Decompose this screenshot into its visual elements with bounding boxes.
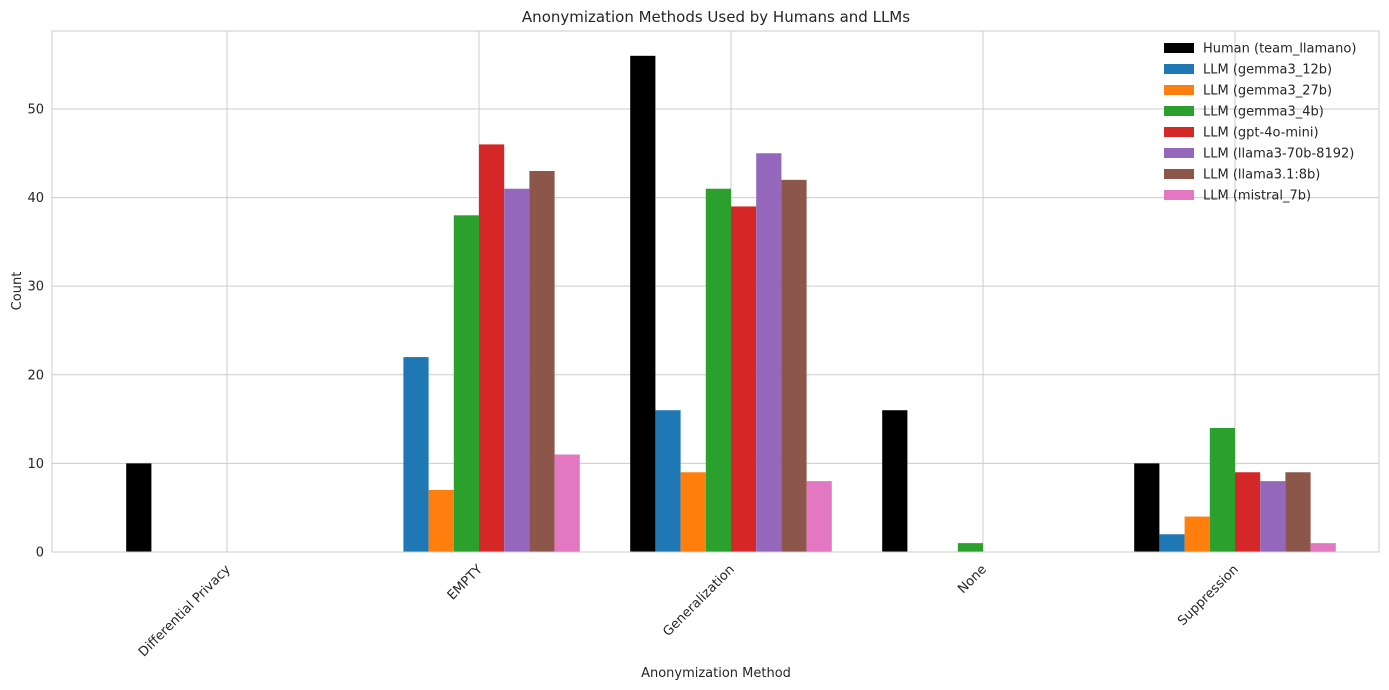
bar	[781, 179, 807, 552]
bar	[1285, 472, 1311, 552]
bar	[428, 489, 454, 552]
legend-swatch	[1164, 43, 1194, 53]
legend-label: LLM (llama3.1:8b)	[1203, 168, 1320, 183]
bar	[126, 463, 152, 552]
bar	[1260, 481, 1286, 552]
bar	[1184, 516, 1210, 552]
y-tick-label: 20	[27, 368, 44, 383]
bar	[882, 410, 908, 552]
y-tick-label: 40	[27, 191, 44, 206]
bar	[655, 410, 681, 552]
bar	[756, 153, 782, 552]
y-tick-label: 50	[27, 102, 44, 117]
bars	[126, 55, 1336, 553]
legend-swatch	[1164, 190, 1194, 200]
chart-title: Anonymization Methods Used by Humans and…	[522, 8, 910, 26]
plot-frame	[51, 30, 1380, 553]
x-tick-label: Suppression	[1175, 562, 1242, 629]
y-tick-label: 0	[36, 546, 44, 561]
legend-label: Human (team_llamano)	[1203, 42, 1356, 57]
x-axis-ticks: Differential Privacy EMPTY Generalization N…	[136, 562, 1242, 660]
legend: Human (team_llamano) LLM (gemma3_12b) LLM …	[1164, 42, 1356, 204]
y-axis-ticks: 0 10 20 30 40 50	[27, 102, 44, 560]
x-tick-label: Generalization	[660, 562, 737, 639]
bar	[1209, 427, 1235, 552]
y-tick-label: 30	[27, 280, 44, 295]
bar	[705, 188, 731, 552]
legend-swatch	[1164, 169, 1194, 179]
bar	[630, 55, 656, 553]
legend-swatch	[1164, 64, 1194, 74]
x-tick-label: None	[955, 562, 990, 597]
legend-label: LLM (gpt-4o-mini)	[1203, 126, 1319, 141]
y-tick-label: 10	[27, 457, 44, 472]
bar	[1235, 472, 1261, 552]
bar	[731, 206, 757, 552]
legend-label: LLM (llama3-70b-8192)	[1203, 147, 1354, 162]
legend-swatch	[1164, 148, 1194, 158]
bar	[504, 188, 530, 552]
bar	[453, 215, 479, 552]
bar	[1159, 534, 1185, 552]
legend-swatch	[1164, 127, 1194, 137]
x-tick-label: Differential Privacy	[136, 562, 234, 660]
legend-swatch	[1164, 85, 1194, 95]
legend-label: LLM (gemma3_12b)	[1203, 63, 1332, 78]
bar	[529, 170, 555, 553]
x-tick-label: EMPTY	[445, 562, 486, 603]
legend-label: LLM (gemma3_4b)	[1203, 105, 1324, 120]
bar	[479, 144, 505, 552]
legend-swatch	[1164, 106, 1194, 116]
bar	[957, 543, 983, 552]
bar	[1134, 463, 1160, 552]
bar	[680, 472, 706, 552]
y-axis-label: Count	[10, 272, 25, 311]
bar	[403, 357, 429, 552]
legend-label: LLM (mistral_7b)	[1203, 189, 1311, 204]
bar	[554, 454, 580, 552]
bar	[806, 481, 832, 552]
x-axis-label: Anonymization Method	[641, 666, 791, 681]
legend-label: LLM (gemma3_27b)	[1203, 84, 1332, 99]
bar	[1310, 543, 1336, 552]
